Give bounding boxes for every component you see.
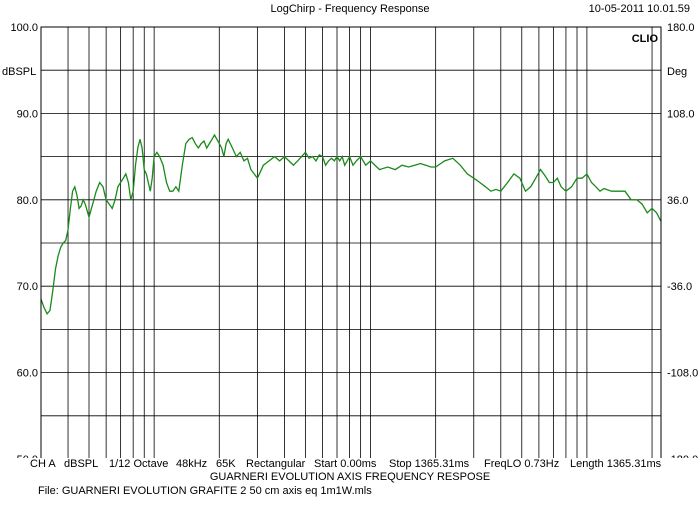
channel-label: CH A — [30, 458, 56, 470]
y2-tick-label: 108.0 — [667, 108, 695, 120]
unit-label: dBSPL — [64, 458, 99, 470]
y-tick-label: 90.0 — [17, 108, 38, 120]
plot-frame — [40, 26, 662, 458]
sample-rate-label: 48kHz — [176, 458, 208, 470]
grid — [41, 27, 661, 458]
series-line-response — [40, 133, 662, 315]
y-tick-label: 50.0 — [17, 454, 38, 458]
smoothing-label: 1/12 Octave — [109, 458, 169, 470]
y-tick-label: 70.0 — [17, 281, 38, 293]
frequency-response-chart: 30501002005001k2kHz5k10k20k100.090.080.0… — [2, 22, 698, 458]
plot-background — [41, 27, 661, 458]
y2-axis-label: Deg — [667, 66, 687, 78]
stop-label: Stop 1365.31ms — [389, 458, 470, 470]
y2-tick-label: 36.0 — [667, 195, 688, 207]
size-label: 65K — [216, 458, 236, 470]
y2-tick-label: -180.0 — [667, 454, 698, 458]
start-label: Start 0.00ms — [314, 458, 377, 470]
file-label: File: GUARNERI EVOLUTION GRAFITE 2 50 cm… — [38, 485, 372, 497]
y-tick-label: 60.0 — [17, 368, 38, 380]
y-axis-label: dBSPL — [2, 66, 36, 78]
y2-tick-label: -108.0 — [667, 368, 698, 380]
y-tick-label: 100.0 — [10, 22, 38, 34]
tick-labels: 30501002005001k2kHz5k10k20k100.090.080.0… — [10, 22, 698, 458]
y2-tick-label: 180.0 — [667, 22, 695, 34]
timestamp: 10-05-2011 10.01.59 — [588, 3, 690, 15]
y-tick-label: 80.0 — [17, 195, 38, 207]
y2-tick-label: -36.0 — [667, 281, 692, 293]
measurement-title: GUARNERI EVOLUTION AXIS FREQUENCY RESPOS… — [209, 471, 491, 483]
length-label: Length 1365.31ms — [570, 458, 662, 470]
app-title: LogChirp - Frequency Response — [270, 3, 430, 15]
freqlo-label: FreqLO 0.73Hz — [484, 458, 560, 470]
clio-badge: CLIO — [632, 33, 659, 45]
window-label: Rectangular — [246, 458, 306, 470]
